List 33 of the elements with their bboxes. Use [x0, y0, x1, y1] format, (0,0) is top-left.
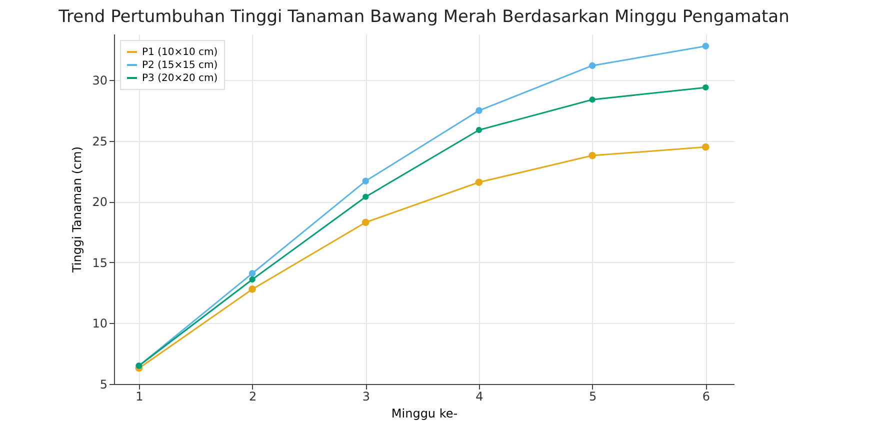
- x-tick-label: 3: [362, 390, 370, 404]
- x-tick-label: 6: [702, 390, 710, 404]
- point: [702, 84, 709, 91]
- point: [475, 178, 483, 186]
- x-tick-label: 5: [589, 390, 597, 404]
- y-tick-label: 5: [100, 378, 108, 392]
- chart-title: Trend Pertumbuhan Tinggi Tanaman Bawang Merah Berdasarkan Minggu Pengamatan: [58, 7, 790, 27]
- legend-label: P2 (15×15 cm): [142, 60, 218, 71]
- y-tick-label: 30: [92, 74, 108, 88]
- point: [362, 218, 370, 226]
- point: [588, 152, 596, 160]
- x-tick-label: 2: [248, 390, 257, 404]
- point: [249, 276, 256, 283]
- legend-label: P3 (20×20 cm): [142, 73, 218, 84]
- y-tick-label: 20: [92, 195, 108, 210]
- x-axis-title: Minggu ke-: [391, 406, 458, 420]
- point: [362, 178, 370, 184]
- point: [702, 42, 710, 50]
- point: [588, 62, 596, 69]
- point: [589, 96, 596, 103]
- x-tick-label: 1: [136, 390, 144, 404]
- point: [248, 286, 256, 293]
- point: [476, 107, 482, 114]
- y-tick-label: 15: [92, 256, 108, 270]
- point: [362, 194, 369, 200]
- y-tick-label: 10: [92, 316, 108, 331]
- x-tick-label: 4: [476, 390, 484, 404]
- point: [248, 270, 256, 277]
- legend-label: P1 (10×10 cm): [142, 47, 218, 58]
- point: [702, 143, 710, 151]
- point: [476, 126, 482, 134]
- y-axis-title: Tinggi Tanaman (cm): [70, 146, 84, 274]
- y-tick-label: 25: [92, 134, 108, 148]
